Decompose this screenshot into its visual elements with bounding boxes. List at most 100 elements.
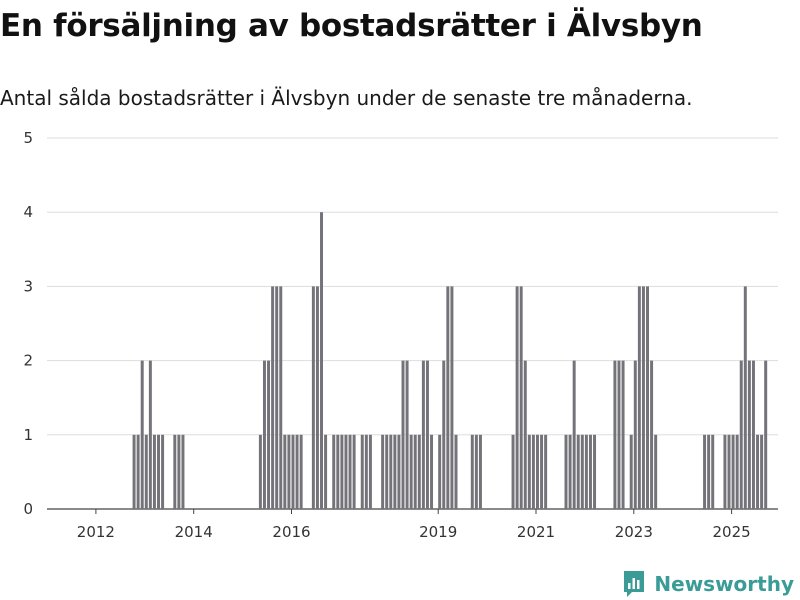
bar	[336, 434, 340, 509]
bar	[747, 360, 751, 509]
bar	[291, 434, 295, 509]
bar	[450, 286, 454, 509]
bar	[707, 434, 711, 509]
bar	[519, 286, 523, 509]
bar	[409, 434, 413, 509]
x-axis-ticks: 2012 2014 2016 2019 2021 2023 2025	[77, 509, 751, 541]
bar	[389, 434, 393, 509]
bar	[311, 286, 315, 509]
bar	[173, 434, 177, 509]
bar	[271, 286, 275, 509]
bar	[421, 360, 425, 509]
brand-name: Newsworthy	[654, 572, 794, 596]
bar	[417, 434, 421, 509]
bar	[401, 360, 405, 509]
bar	[536, 434, 539, 509]
bar	[470, 434, 474, 509]
bar	[641, 286, 645, 509]
bar	[279, 286, 283, 509]
bar	[760, 434, 764, 509]
bar	[405, 360, 409, 509]
bar	[650, 360, 654, 509]
bar	[564, 434, 568, 509]
bar	[295, 434, 299, 509]
bar	[474, 434, 478, 509]
bar	[735, 434, 739, 509]
bar	[177, 434, 181, 509]
y-tick-label: 4	[23, 203, 33, 221]
bar	[364, 434, 368, 509]
x-tick-label: 2016	[272, 523, 310, 541]
bar	[572, 360, 576, 509]
bar	[181, 434, 185, 509]
bar	[430, 434, 434, 509]
bar	[315, 286, 319, 509]
bar	[515, 286, 519, 509]
bar	[393, 434, 397, 509]
bar	[617, 360, 621, 509]
bar	[152, 434, 156, 509]
bar	[723, 434, 727, 509]
bar	[568, 434, 572, 509]
bar	[132, 434, 136, 509]
bars	[132, 212, 768, 509]
bar	[283, 434, 287, 509]
bar	[262, 360, 266, 509]
bar	[340, 434, 344, 509]
bar	[621, 360, 625, 509]
x-tick-label: 2014	[175, 523, 213, 541]
bar	[258, 434, 262, 509]
x-tick-label: 2012	[77, 523, 115, 541]
y-tick-label: 0	[23, 500, 33, 518]
bar	[527, 434, 531, 509]
bar	[446, 286, 450, 509]
bar	[764, 360, 768, 509]
bar	[161, 434, 165, 509]
bar	[531, 434, 535, 509]
bar	[413, 434, 417, 509]
x-tick-label: 2023	[615, 523, 653, 541]
bar	[397, 434, 401, 509]
bar	[287, 434, 291, 509]
bar	[442, 360, 446, 509]
x-tick-label: 2019	[419, 523, 457, 541]
bar	[438, 434, 442, 509]
bar	[157, 434, 160, 509]
bar	[711, 434, 715, 509]
bar	[637, 286, 641, 509]
bar	[593, 434, 597, 509]
bar	[352, 434, 356, 509]
bar	[756, 434, 760, 509]
bar	[136, 434, 140, 509]
bar	[267, 360, 271, 509]
bar	[580, 434, 584, 509]
newsworthy-chart-icon	[624, 571, 645, 597]
bar	[540, 434, 544, 509]
chart-subtitle: Antal sålda bostadsrätter i Älvsbyn unde…	[0, 86, 693, 110]
bar	[511, 434, 515, 509]
bar	[454, 434, 458, 509]
chart-title: En försäljning av bostadsrätter i Älvsby…	[0, 8, 703, 44]
bar	[576, 434, 580, 509]
bar	[299, 434, 303, 509]
bar	[381, 434, 385, 509]
bar	[646, 286, 649, 509]
bar	[320, 212, 323, 509]
y-tick-label: 2	[23, 352, 33, 370]
bar	[332, 434, 336, 509]
newsworthy-logo: Newsworthy	[622, 568, 794, 600]
bar	[425, 360, 429, 509]
bar	[743, 286, 747, 509]
bar	[629, 434, 633, 509]
bar	[584, 434, 588, 509]
y-tick-label: 3	[23, 277, 33, 295]
bar	[360, 434, 364, 509]
bar	[633, 360, 637, 509]
bar	[148, 360, 152, 509]
bar	[727, 434, 731, 509]
bar	[613, 360, 617, 509]
bar	[324, 434, 328, 509]
bar	[654, 434, 658, 509]
x-tick-label: 2021	[517, 523, 555, 541]
y-axis-ticks: 0 1 2 3 4 5	[23, 129, 33, 518]
